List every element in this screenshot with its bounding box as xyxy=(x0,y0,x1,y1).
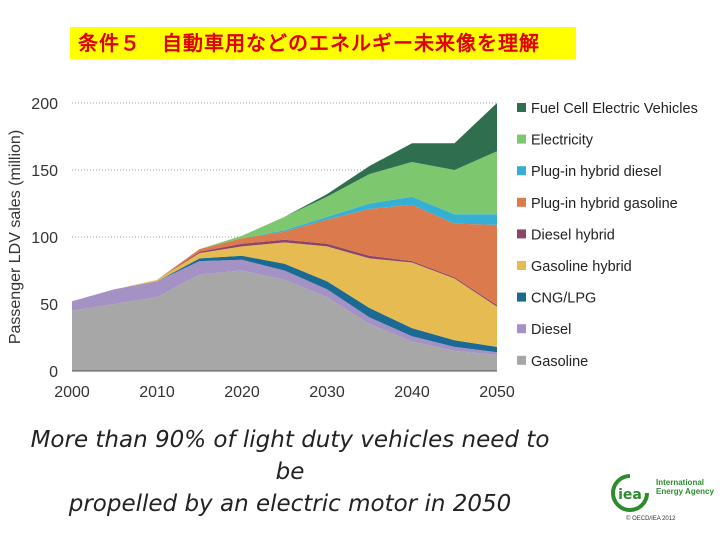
legend-swatch xyxy=(517,197,526,207)
legend-label: Diesel hybrid xyxy=(531,227,615,243)
chart-caption: More than 90% of light duty vehicles nee… xyxy=(20,424,560,520)
x-tick-label: 2020 xyxy=(224,384,260,401)
page-title: 条件５ 自動車用などのエネルギー未来像を理解 xyxy=(70,27,576,59)
chart: 0 50 100 150 200 2000 2010 2020 2030 2040 2050 Fue… xyxy=(7,96,698,401)
x-tick-label: 2030 xyxy=(309,384,345,401)
x-tick-label: 2010 xyxy=(139,384,175,401)
legend-swatch xyxy=(517,103,526,112)
iea-org-name: International Energy Agency xyxy=(656,478,714,496)
legend-swatch xyxy=(517,355,526,365)
legend-swatch xyxy=(517,324,526,334)
x-tick-label: 2040 xyxy=(394,384,430,401)
area-gasoline xyxy=(72,270,497,371)
y-tick-label: 50 xyxy=(40,297,58,314)
legend-swatch xyxy=(517,229,526,239)
legend-label: Plug-in hybrid gasoline xyxy=(531,196,678,212)
caption-line-2: propelled by an electric motor in 2050 xyxy=(68,491,512,517)
y-tick-label: 200 xyxy=(31,96,58,113)
x-tick-label: 2000 xyxy=(54,384,90,401)
legend-label: Diesel xyxy=(531,322,571,338)
caption-line-1: More than 90% of light duty vehicles nee… xyxy=(30,427,550,485)
y-axis-label: Passenger LDV sales (million) xyxy=(7,130,24,344)
legend-swatch xyxy=(517,166,526,176)
chart-tick-labels: 0 50 100 150 200 2000 2010 2020 2030 2040 2050 xyxy=(31,96,515,401)
iea-logo-mark: iea xyxy=(618,487,642,503)
y-tick-label: 0 xyxy=(49,364,58,381)
iea-logo-icon: iea xyxy=(611,474,649,512)
legend-label: Fuel Cell Electric Vehicles xyxy=(531,101,698,117)
legend-label: CNG/LPG xyxy=(531,291,596,307)
y-tick-label: 150 xyxy=(31,163,58,180)
copyright-notice: © OECD/IEA 2012 xyxy=(626,516,676,522)
area-plug-in-hybrid-gasoline xyxy=(72,204,497,306)
chart-legend: Fuel Cell Electric Vehicles Electricity Pl… xyxy=(517,101,698,370)
legend-swatch xyxy=(517,292,526,302)
area-electricity xyxy=(72,151,497,302)
y-tick-label: 100 xyxy=(31,230,58,247)
area-cng-lpg xyxy=(72,255,497,353)
legend-label: Plug-in hybrid diesel xyxy=(531,164,662,180)
area-diesel xyxy=(72,259,497,355)
legend-label: Gasoline xyxy=(531,354,588,370)
chart-area-series xyxy=(72,103,497,371)
legend-swatch xyxy=(517,134,526,144)
legend-swatch xyxy=(517,261,526,270)
x-tick-label: 2050 xyxy=(479,384,515,401)
iea-logo: iea International Energy Agency © OECD/I… xyxy=(604,470,714,534)
area-gasoline-hybrid xyxy=(72,242,497,347)
legend-label: Electricity xyxy=(531,133,594,149)
legend-label: Gasoline hybrid xyxy=(531,259,632,275)
